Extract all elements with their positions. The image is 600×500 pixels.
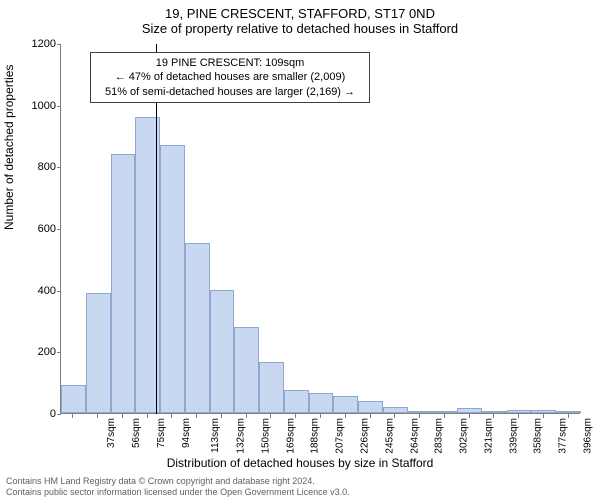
x-tick-label: 339sqm: [508, 418, 519, 454]
x-tick-label: 94sqm: [181, 418, 192, 448]
histogram-bar: [556, 411, 581, 413]
histogram-bar: [160, 145, 185, 413]
x-tick-label: 226sqm: [360, 418, 371, 454]
y-tick-mark: [57, 414, 61, 415]
y-tick-label: 600: [26, 223, 56, 235]
x-tick-mark: [419, 414, 420, 418]
x-tick-label: 169sqm: [285, 418, 296, 454]
y-axis-label: Number of detached properties: [2, 65, 16, 230]
x-tick-label: 358sqm: [533, 418, 544, 454]
histogram-bar: [358, 401, 383, 413]
histogram-bar: [185, 243, 210, 413]
x-tick-label: 188sqm: [310, 418, 321, 454]
page-title-subtitle: Size of property relative to detached ho…: [0, 21, 600, 36]
histogram-bar: [86, 293, 111, 413]
attribution-text: Contains HM Land Registry data © Crown c…: [6, 476, 350, 498]
x-tick-label: 264sqm: [409, 418, 420, 454]
x-tick-mark: [270, 414, 271, 418]
histogram-bar: [210, 290, 235, 413]
x-tick-mark: [122, 414, 123, 418]
x-tick-mark: [444, 414, 445, 418]
x-tick-mark: [221, 414, 222, 418]
y-tick-label: 0: [26, 408, 56, 420]
page-title-address: 19, PINE CRESCENT, STAFFORD, ST17 0ND: [0, 0, 600, 21]
attribution-line2: Contains public sector information licen…: [6, 487, 350, 498]
x-tick-mark: [72, 414, 73, 418]
histogram-bar: [531, 410, 556, 413]
x-tick-label: 207sqm: [335, 418, 346, 454]
y-tick-label: 200: [26, 346, 56, 358]
x-tick-mark: [246, 414, 247, 418]
x-tick-mark: [320, 414, 321, 418]
x-tick-label: 37sqm: [106, 418, 117, 448]
y-tick-mark: [57, 291, 61, 292]
annotation-box: 19 PINE CRESCENT: 109sqm ← 47% of detach…: [90, 52, 370, 103]
histogram-bar: [284, 390, 309, 413]
x-tick-label: 113sqm: [210, 418, 221, 453]
histogram-bar: [111, 154, 136, 413]
x-tick-label: 56sqm: [131, 418, 142, 448]
x-tick-mark: [568, 414, 569, 418]
y-tick-mark: [57, 229, 61, 230]
y-tick-mark: [57, 167, 61, 168]
x-tick-label: 245sqm: [384, 418, 395, 454]
x-tick-mark: [394, 414, 395, 418]
x-tick-label: 321sqm: [483, 418, 494, 454]
x-tick-label: 396sqm: [582, 418, 593, 454]
x-tick-mark: [543, 414, 544, 418]
histogram-bar: [432, 411, 457, 413]
x-tick-mark: [370, 414, 371, 418]
x-tick-mark: [171, 414, 172, 418]
x-tick-label: 302sqm: [459, 418, 470, 454]
histogram-bar: [408, 411, 433, 413]
x-tick-mark: [295, 414, 296, 418]
x-tick-mark: [469, 414, 470, 418]
x-tick-mark: [147, 414, 148, 418]
x-tick-label: 132sqm: [236, 418, 247, 454]
histogram-bar: [482, 411, 507, 413]
attribution-line1: Contains HM Land Registry data © Crown c…: [6, 476, 350, 487]
y-tick-label: 400: [26, 285, 56, 297]
y-tick-label: 1000: [26, 100, 56, 112]
x-tick-mark: [345, 414, 346, 418]
histogram-bar: [457, 408, 482, 413]
histogram-bar: [61, 385, 86, 413]
histogram-bar: [309, 393, 334, 413]
x-tick-mark: [518, 414, 519, 418]
x-tick-mark: [493, 414, 494, 418]
x-tick-mark: [196, 414, 197, 418]
x-axis-label: Distribution of detached houses by size …: [0, 456, 600, 470]
y-tick-label: 800: [26, 161, 56, 173]
histogram-chart: 19 PINE CRESCENT: 109sqm ← 47% of detach…: [60, 44, 580, 414]
annotation-line3: 51% of semi-detached houses are larger (…: [97, 85, 363, 99]
y-tick-mark: [57, 44, 61, 45]
x-tick-label: 150sqm: [261, 418, 272, 454]
annotation-line1: 19 PINE CRESCENT: 109sqm: [97, 56, 363, 70]
histogram-bar: [507, 410, 532, 413]
histogram-bar: [234, 327, 259, 413]
histogram-bar: [259, 362, 284, 413]
y-tick-mark: [57, 106, 61, 107]
x-tick-label: 283sqm: [434, 418, 445, 454]
x-tick-label: 75sqm: [156, 418, 167, 448]
annotation-line2: ← 47% of detached houses are smaller (2,…: [97, 70, 363, 84]
histogram-bar: [383, 407, 408, 413]
y-tick-label: 1200: [26, 38, 56, 50]
histogram-bar: [333, 396, 358, 413]
x-tick-label: 377sqm: [558, 418, 569, 454]
x-tick-mark: [97, 414, 98, 418]
y-tick-mark: [57, 352, 61, 353]
